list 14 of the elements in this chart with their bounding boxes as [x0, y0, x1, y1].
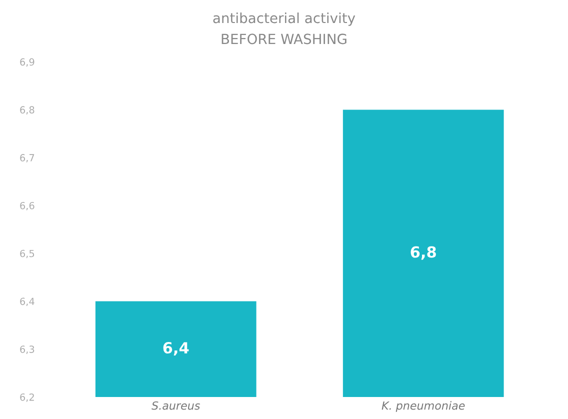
x-tick-label: S.aureus — [152, 401, 200, 410]
x-tick-label: K. pneumoniae — [382, 401, 465, 412]
y-tick-label: 6,9 — [20, 58, 34, 67]
y-tick-label: 6,5 — [20, 250, 34, 258]
y-tick-label: 6,2 — [20, 393, 34, 402]
data-label: 6,8 — [410, 246, 436, 260]
chart-title: antibacterial activity — [213, 12, 356, 26]
y-tick-label: 6,4 — [20, 298, 34, 306]
y-tick-label: 6,6 — [20, 202, 34, 210]
y-tick-label: 6,8 — [20, 106, 34, 115]
y-tick-label: 6,3 — [20, 346, 34, 354]
chart-subtitle: BEFORE WASHING — [222, 34, 346, 44]
data-label: 6,4 — [163, 342, 189, 356]
y-tick-label: 6,7 — [20, 154, 34, 162]
